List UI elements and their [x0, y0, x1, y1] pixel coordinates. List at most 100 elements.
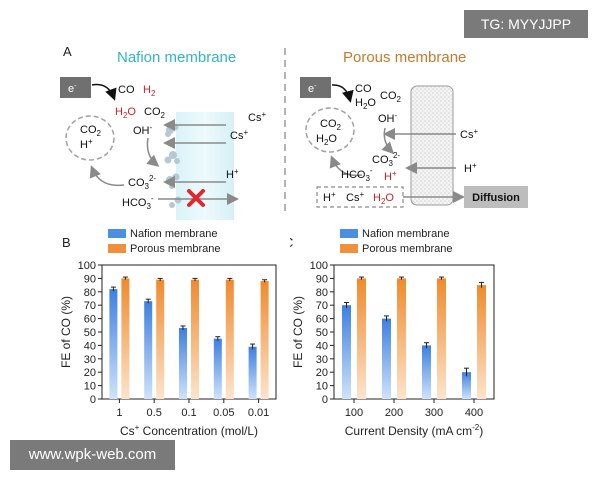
diffusion-label: Diffusion: [472, 192, 520, 204]
electron-arrow-left: [91, 83, 117, 101]
porous-bar: [156, 279, 165, 399]
nafion-bar: [248, 346, 257, 399]
nafion-title: Nafion membrane: [117, 49, 236, 66]
legend-label-nafion: Nafion membrane: [130, 228, 217, 240]
porous-bar: [121, 278, 130, 399]
left-co2-top: CO2: [144, 106, 166, 120]
left-hplus-in: H+: [226, 167, 239, 181]
right-co3: CO32-: [372, 151, 400, 168]
y-tick-label: 20: [84, 367, 96, 379]
y-tick-label: 40: [84, 340, 96, 352]
left-cycle-circle: [65, 115, 115, 161]
right-hplus-red: H+: [384, 169, 397, 183]
left-oh: OH-: [133, 123, 153, 137]
porous-bar: [191, 279, 199, 399]
y-tick-label: 30: [316, 354, 328, 366]
right-h2o-top: H2O: [355, 97, 376, 111]
left-hplus-loop: H+: [80, 137, 93, 151]
legend-swatch-porous: [108, 244, 126, 253]
x-tick-label: 200: [385, 407, 403, 419]
left-hco3: HCO3-: [122, 194, 154, 211]
y-tick-label: 60: [316, 314, 328, 326]
nafion-membrane: [176, 112, 234, 220]
left-return-arrow: [89, 165, 125, 187]
nafion-bar: [213, 338, 222, 399]
right-cycle-circle: [305, 107, 355, 153]
x-tick-label: 300: [425, 407, 443, 419]
electron-box-right: [300, 77, 331, 98]
nafion-bar: [179, 327, 187, 399]
y-tick-label: 100: [78, 260, 96, 272]
blocked-x-icon: [187, 189, 205, 207]
legend-swatch-nafion: [340, 229, 358, 238]
porous-bar: [477, 285, 486, 399]
y-tick-label: 100: [310, 260, 328, 272]
x-tick-label: 400: [465, 407, 483, 419]
x-tick-label: 0.1: [181, 407, 196, 419]
legend-label-nafion: Nafion membrane: [362, 228, 449, 240]
right-co2-top: CO2: [380, 90, 402, 104]
nafion-bar: [462, 372, 471, 399]
porous-title: Porous membrane: [343, 49, 466, 66]
left-co2-loop: CO2: [80, 124, 102, 138]
porous-membrane: [410, 85, 454, 206]
porous-bar: [437, 278, 446, 399]
left-h2o: H2O: [115, 106, 136, 120]
left-co: CO: [118, 84, 135, 96]
legend-label-porous: Porous membrane: [362, 243, 453, 255]
left-co3: CO32-: [128, 174, 156, 191]
legend-swatch-nafion: [108, 229, 126, 238]
right-box-h: H+: [323, 190, 336, 204]
nafion-bar: [422, 345, 431, 399]
legend-swatch-porous: [340, 244, 358, 253]
y-axis-label: FE of CO (%): [291, 296, 305, 368]
y-tick-label: 40: [316, 340, 328, 352]
nafion-bar: [144, 301, 153, 399]
y-tick-label: 10: [316, 381, 328, 393]
electron-label-left: e-: [68, 83, 77, 95]
right-box-h2o: H2O: [373, 192, 394, 206]
x-tick-label: 0.01: [248, 407, 269, 419]
nafion-bar: [342, 305, 351, 399]
y-tick-label: 80: [84, 287, 96, 299]
right-h2o-loop: H2O: [316, 133, 337, 147]
y-tick-label: 90: [84, 273, 96, 285]
y-tick-label: 70: [316, 300, 328, 312]
left-cs-1: Cs+: [248, 110, 266, 124]
x-axis-label: Cs+ Concentration (mol/L): [120, 423, 258, 438]
panel-b-letter: B: [62, 235, 71, 250]
x-tick-label: 100: [345, 407, 363, 419]
right-return-arrow: [329, 155, 363, 177]
left-down-arrow: [146, 137, 160, 167]
electron-box-left: [60, 77, 91, 98]
right-co2-loop: CO2: [320, 118, 342, 132]
y-tick-label: 20: [316, 367, 328, 379]
x-tick-label: 1: [116, 407, 122, 419]
watermark-site: www.wpk-web.com: [10, 440, 175, 470]
right-oh: OH-: [378, 111, 398, 125]
right-hplus-in: H+: [464, 161, 477, 175]
y-axis-label: FE of CO (%): [59, 296, 73, 368]
left-h2: H2: [143, 84, 156, 98]
porous-bar: [357, 278, 366, 399]
panel-c-letter: C: [290, 235, 293, 250]
porous-bar: [225, 279, 234, 399]
panel-a-schematic: A Nafion membrane Porous membrane e- CO …: [60, 44, 528, 220]
right-hco3: HCO3-: [341, 166, 373, 183]
right-cs-in: Cs+: [460, 127, 478, 141]
right-down-arrow: [381, 127, 395, 155]
x-tick-label: 0.5: [147, 407, 162, 419]
x-axis-label: Current Density (mA cm-2): [345, 423, 483, 438]
y-tick-label: 70: [84, 300, 96, 312]
y-tick-label: 10: [84, 381, 96, 393]
y-tick-label: 30: [84, 354, 96, 366]
electron-arrow-right: [331, 84, 354, 103]
y-tick-label: 60: [84, 314, 96, 326]
left-cs-2: Cs+: [230, 128, 248, 142]
panel-a-letter: A: [63, 44, 72, 59]
legend-label-porous: Porous membrane: [130, 243, 221, 255]
nafion-bar: [109, 289, 118, 399]
porous-bar: [260, 281, 269, 399]
right-box-cs: Cs+: [346, 190, 364, 204]
